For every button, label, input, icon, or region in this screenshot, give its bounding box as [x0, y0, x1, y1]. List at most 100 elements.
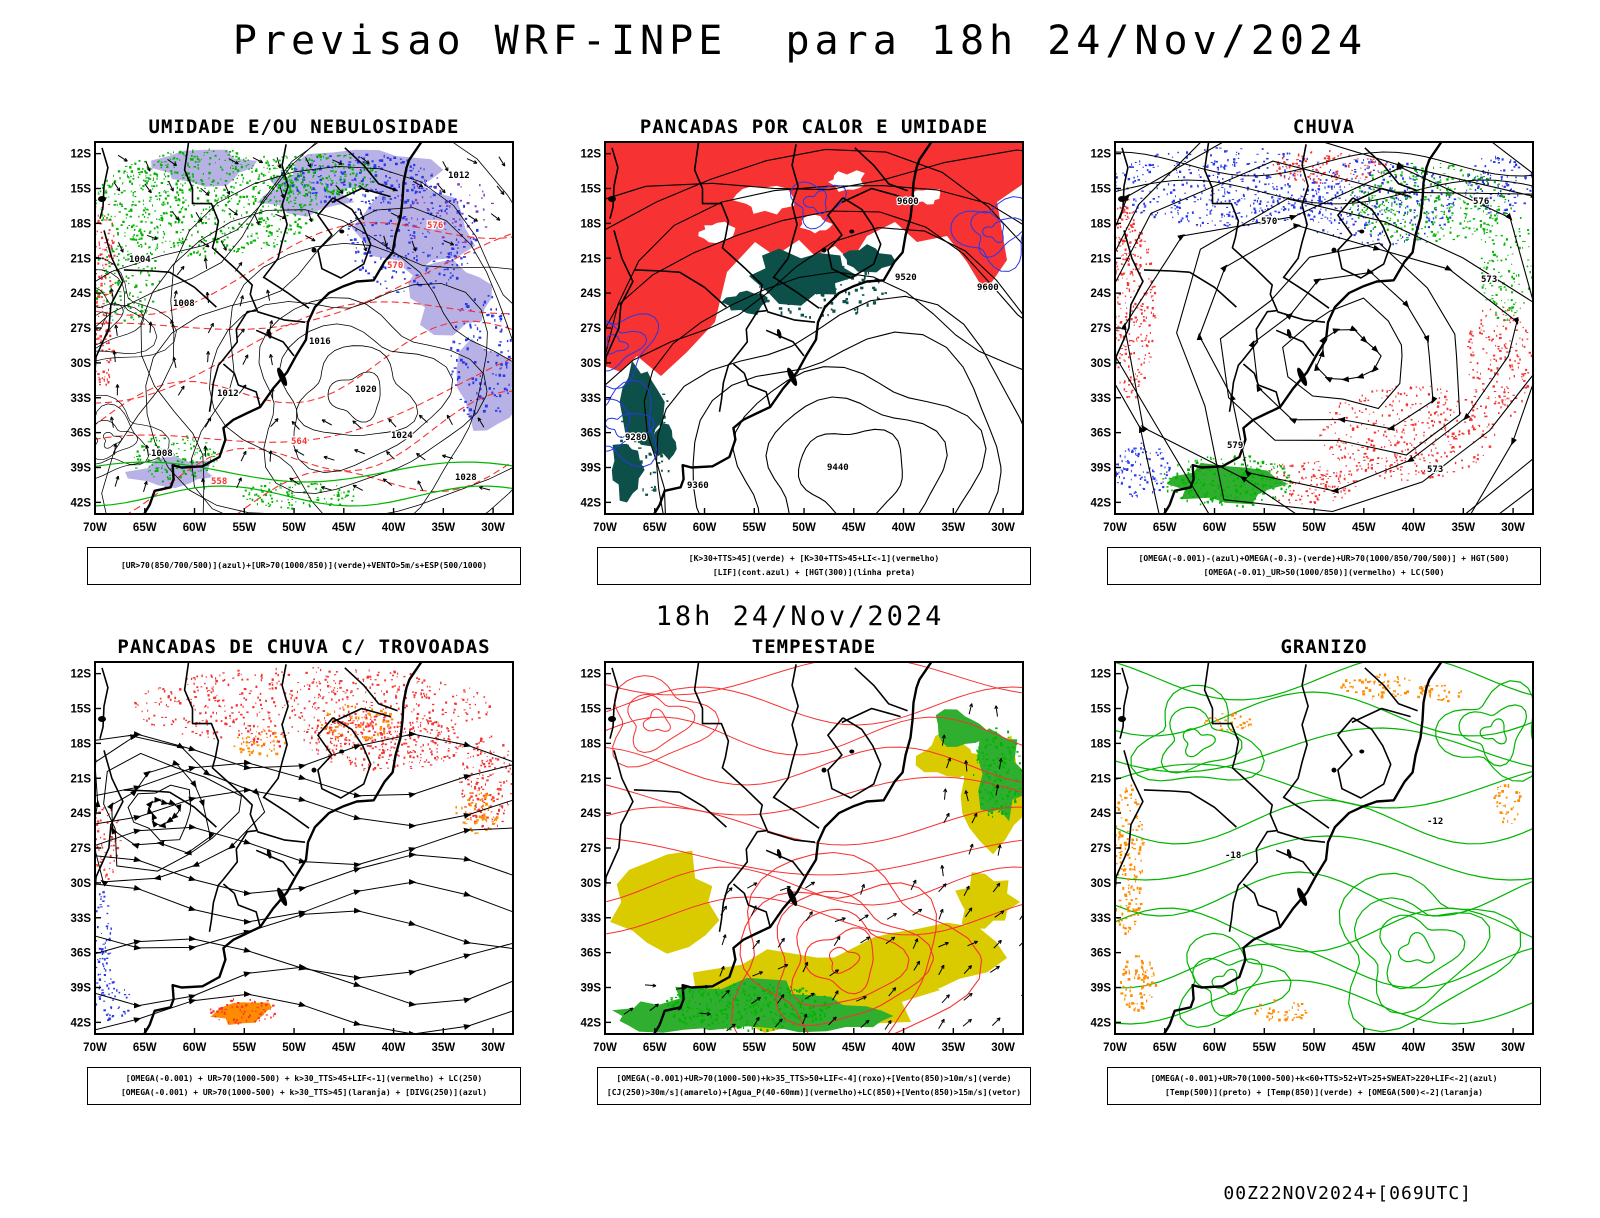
- forecast-panel-umidade-nebulosidade: UMIDADE E/OU NEBULOSIDADE 1012 1008 1004 101…: [47, 116, 533, 585]
- legend-caption-box: [OMEGA(-0.001)+UR>70(1000-500)+k<60+TTS>…: [1107, 1067, 1541, 1105]
- contour-label: 573: [1427, 465, 1443, 475]
- lon-tick-label: 65W: [643, 522, 667, 534]
- contour-label: 9520: [895, 273, 917, 283]
- lon-tick-label: 40W: [382, 522, 406, 534]
- lon-tick-label: 65W: [643, 1042, 667, 1054]
- lon-tick-label: 40W: [1402, 522, 1426, 534]
- panel-title: GRANIZO: [1115, 636, 1533, 658]
- legend-caption-line: [OMEGA(-0.001)+UR>70(1000-500)+k>35_TTS>…: [600, 1072, 1028, 1086]
- lon-tick-label: 65W: [133, 1042, 157, 1054]
- lon-tick-label: 60W: [1203, 522, 1227, 534]
- contour-label: 1012: [448, 171, 470, 181]
- lat-tick-label: 36S: [1091, 948, 1112, 960]
- run-info-label: 00Z22NOV2024+[069UTC]: [1223, 1183, 1472, 1204]
- valid-time-label: 18h 24/Nov/2024: [0, 601, 1600, 632]
- legend-caption-box: [OMEGA(-0.001) + UR>70(1000-500) + k>30_…: [87, 1067, 521, 1105]
- lon-tick-label: 55W: [1252, 1042, 1276, 1054]
- lon-tick-label: 45W: [332, 522, 356, 534]
- lat-tick-label: 12S: [71, 669, 92, 681]
- legend-caption-line: [OMEGA(-0.001)-(azul)+OMEGA(-0.3)-(verde…: [1110, 552, 1538, 566]
- lat-tick-label: 33S: [1091, 913, 1112, 925]
- lat-tick-label: 27S: [581, 323, 602, 335]
- lon-tick-label: 30W: [991, 522, 1015, 534]
- lat-tick-label: 15S: [71, 704, 92, 716]
- lat-tick-label: 18S: [71, 738, 92, 750]
- lat-tick-label: 21S: [581, 773, 602, 785]
- legend-caption-box: [OMEGA(-0.001)+UR>70(1000-500)+k>35_TTS>…: [597, 1067, 1031, 1105]
- lon-tick-label: 30W: [481, 1042, 505, 1054]
- legend-caption-line: [UR>70(850/700/500)](azul)+[UR>70(1000/8…: [90, 559, 518, 573]
- lat-tick-label: 18S: [581, 218, 602, 230]
- lon-tick-label: 50W: [1302, 522, 1326, 534]
- contour-label: 573: [1481, 275, 1497, 285]
- lon-tick-label: 70W: [83, 522, 107, 534]
- map-granizo: -12-1812S15S18S21S24S27S30S33S36S39S42S7…: [1075, 660, 1545, 1065]
- lat-tick-label: 36S: [581, 428, 602, 440]
- lat-tick-label: 21S: [581, 253, 602, 265]
- lon-tick-label: 70W: [593, 522, 617, 534]
- lat-tick-label: 12S: [71, 149, 92, 161]
- contour-label: 1004: [129, 255, 151, 265]
- lon-tick-label: 35W: [1452, 1042, 1476, 1054]
- lat-tick-label: 30S: [581, 358, 602, 370]
- lon-tick-label: 35W: [1452, 522, 1476, 534]
- lon-tick-label: 55W: [1252, 522, 1276, 534]
- lat-tick-label: 30S: [581, 878, 602, 890]
- lat-tick-label: 27S: [71, 323, 92, 335]
- lon-tick-label: 30W: [991, 1042, 1015, 1054]
- contour-label: 1020: [355, 385, 377, 395]
- contour-label: 9440: [827, 463, 849, 473]
- legend-caption-line: [Temp(500)](preto) + [Temp(850)](verde) …: [1110, 1086, 1538, 1100]
- lat-tick-label: 33S: [581, 913, 602, 925]
- panel-title: PANCADAS POR CALOR E UMIDADE: [605, 116, 1023, 138]
- lon-tick-label: 35W: [942, 1042, 966, 1054]
- lat-tick-label: 42S: [581, 497, 602, 509]
- lat-tick-label: 36S: [1091, 428, 1112, 440]
- legend-caption-line: [OMEGA(-0.001) + UR>70(1000-500) + k>30_…: [90, 1086, 518, 1100]
- contour-label: 9600: [897, 197, 919, 207]
- lon-tick-label: 65W: [1153, 1042, 1177, 1054]
- lon-tick-label: 50W: [792, 1042, 816, 1054]
- contour-label: 576: [1473, 197, 1489, 207]
- contour-label: 1016: [309, 337, 331, 347]
- forecast-panel-pancadas-calor-umidade: PANCADAS POR CALOR E UMIDADE 9600 9600 9520…: [557, 116, 1043, 585]
- lat-tick-label: 24S: [71, 808, 92, 820]
- lat-tick-label: 30S: [1091, 878, 1112, 890]
- lon-tick-label: 50W: [1302, 1042, 1326, 1054]
- lon-tick-label: 30W: [1501, 522, 1525, 534]
- lat-tick-label: 18S: [1091, 738, 1112, 750]
- map-chuva: 57657357057957312S15S18S21S24S27S30S33S3…: [1075, 140, 1545, 545]
- lon-tick-label: 55W: [232, 1042, 256, 1054]
- lon-tick-label: 70W: [83, 1042, 107, 1054]
- lat-tick-label: 12S: [1091, 149, 1112, 161]
- lat-tick-label: 18S: [1091, 218, 1112, 230]
- contour-label: 579: [1227, 441, 1243, 451]
- lon-tick-label: 70W: [593, 1042, 617, 1054]
- legend-caption-box: [UR>70(850/700/500)](azul)+[UR>70(1000/8…: [87, 547, 521, 585]
- lat-tick-label: 15S: [1091, 704, 1112, 716]
- contour-label: 9600: [977, 283, 999, 293]
- lat-tick-label: 42S: [71, 1017, 92, 1029]
- lon-tick-label: 65W: [133, 522, 157, 534]
- contour-label: 570: [387, 261, 403, 271]
- lat-tick-label: 27S: [1091, 843, 1112, 855]
- lat-tick-label: 39S: [71, 983, 92, 995]
- lon-tick-label: 30W: [1501, 1042, 1525, 1054]
- lat-tick-label: 18S: [581, 738, 602, 750]
- legend-caption-box: [OMEGA(-0.001)-(azul)+OMEGA(-0.3)-(verde…: [1107, 547, 1541, 585]
- contour-label: 1008: [173, 299, 195, 309]
- lat-tick-label: 27S: [71, 843, 92, 855]
- lon-tick-label: 60W: [1203, 1042, 1227, 1054]
- lat-tick-label: 39S: [1091, 463, 1112, 475]
- map-pancadas-calor-umidade: 96009600952094409360928012S15S18S21S24S2…: [565, 140, 1035, 545]
- lat-tick-label: 42S: [1091, 1017, 1112, 1029]
- lat-tick-label: 18S: [71, 218, 92, 230]
- panel-title: TEMPESTADE: [605, 636, 1023, 658]
- lat-tick-label: 21S: [71, 773, 92, 785]
- contour-label: -18: [1225, 851, 1241, 861]
- panel-title: UMIDADE E/OU NEBULOSIDADE: [95, 116, 513, 138]
- lat-tick-label: 27S: [1091, 323, 1112, 335]
- lon-tick-label: 45W: [1352, 522, 1376, 534]
